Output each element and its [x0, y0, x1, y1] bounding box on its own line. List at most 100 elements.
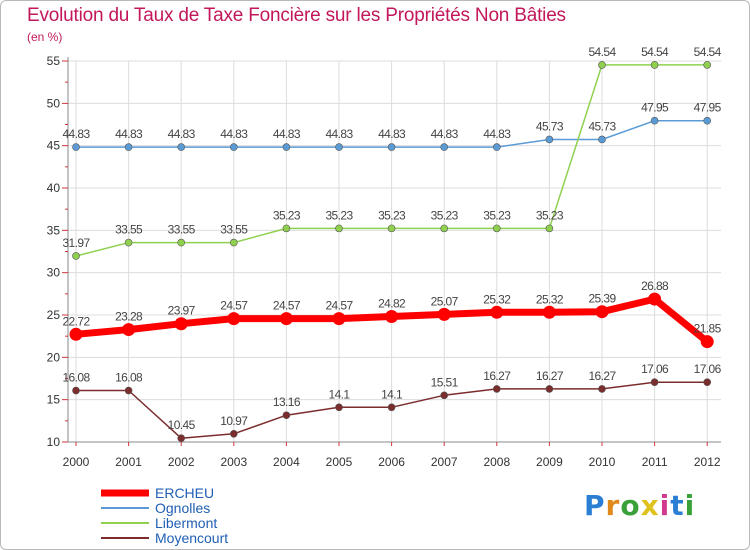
data-point-ercheu	[332, 312, 346, 326]
y-tick-label: 45	[47, 139, 61, 153]
y-tick-label: 10	[47, 435, 61, 449]
data-label-moyencourt: 15.51	[431, 375, 459, 389]
data-point-ognolles	[230, 143, 238, 151]
x-tick-label: 2001	[115, 455, 142, 469]
x-tick-label: 2007	[431, 455, 458, 469]
data-label-ercheu: 22.72	[62, 314, 90, 328]
x-tick-label: 2008	[483, 455, 510, 469]
logo-letter: i	[684, 489, 696, 522]
data-point-libermont	[703, 61, 712, 69]
logo-letter: o	[620, 489, 641, 522]
logo-letter: P	[584, 489, 606, 522]
x-tick-label: 2000	[63, 455, 90, 469]
data-label-moyencourt: 16.08	[115, 371, 143, 385]
data-label-ercheu: 21.85	[694, 322, 722, 336]
data-label-ercheu: 24.82	[378, 297, 406, 311]
x-tick-label: 2010	[589, 455, 616, 469]
data-point-ognolles	[387, 143, 396, 151]
data-point-libermont	[177, 238, 185, 247]
legend-label-ercheu: ERCHEU	[155, 485, 214, 501]
y-tick-label: 25	[47, 308, 61, 322]
data-point-ognolles	[335, 143, 343, 151]
data-point-libermont	[282, 224, 291, 233]
data-point-libermont	[335, 224, 343, 233]
logo-letter: x	[640, 489, 660, 522]
data-point-libermont	[545, 224, 554, 233]
x-tick-label: 2004	[273, 455, 300, 469]
data-point-ercheu	[595, 305, 609, 319]
data-point-moyencourt	[545, 385, 554, 393]
data-label-libermont: 35.23	[483, 208, 511, 222]
x-tick-label: 2011	[642, 455, 668, 469]
data-label-ognolles: 44.83	[62, 127, 90, 141]
data-label-libermont: 33.55	[220, 223, 248, 237]
data-point-libermont	[440, 224, 449, 233]
data-label-libermont: 33.55	[168, 223, 196, 237]
data-point-libermont	[124, 238, 133, 247]
data-label-moyencourt: 10.45	[168, 418, 196, 432]
data-point-libermont	[492, 224, 501, 233]
data-label-ognolles: 44.83	[273, 127, 301, 141]
y-tick-label: 40	[47, 181, 61, 195]
data-point-moyencourt	[177, 434, 185, 442]
data-label-ercheu: 23.97	[168, 304, 196, 318]
x-tick-label: 2003	[220, 455, 247, 469]
y-tick-label: 35	[47, 223, 61, 237]
data-point-moyencourt	[124, 386, 133, 395]
data-label-ognolles: 47.95	[641, 101, 669, 115]
data-label-ercheu: 24.57	[325, 299, 353, 313]
data-point-ercheu	[700, 335, 714, 349]
data-label-ognolles: 44.83	[115, 127, 143, 141]
logo-letter: t	[670, 489, 685, 522]
data-point-ognolles	[492, 143, 501, 151]
data-label-moyencourt: 16.27	[588, 369, 616, 383]
data-point-ercheu	[122, 323, 136, 337]
data-point-moyencourt	[282, 411, 291, 420]
data-point-ercheu	[648, 292, 662, 306]
data-label-moyencourt: 16.08	[62, 371, 90, 385]
data-point-ognolles	[545, 135, 554, 144]
data-point-ognolles	[440, 143, 449, 151]
data-label-libermont: 35.23	[431, 208, 459, 222]
data-point-ognolles	[72, 143, 80, 151]
data-point-ercheu	[437, 307, 451, 321]
data-label-moyencourt: 17.06	[694, 362, 722, 376]
data-point-libermont	[230, 238, 238, 247]
data-point-ercheu	[69, 327, 83, 341]
data-point-ercheu	[227, 312, 241, 326]
data-label-moyencourt: 14.1	[381, 387, 403, 401]
data-point-libermont	[72, 252, 80, 260]
data-label-ercheu: 23.28	[115, 310, 143, 324]
data-label-ognolles: 44.83	[483, 127, 511, 141]
data-label-ognolles: 45.73	[588, 119, 616, 133]
proxiti-logo: Proxiti	[584, 489, 695, 522]
x-tick-label: 2012	[694, 455, 721, 469]
x-tick-label: 2002	[168, 455, 195, 469]
data-label-libermont: 31.97	[62, 236, 90, 250]
data-label-ognolles: 45.73	[536, 119, 564, 133]
data-point-moyencourt	[492, 385, 501, 393]
data-point-moyencourt	[703, 378, 712, 387]
data-label-ognolles: 44.83	[168, 127, 196, 141]
y-tick-label: 15	[47, 393, 61, 407]
data-point-ercheu	[279, 312, 293, 326]
data-point-libermont	[650, 61, 659, 69]
data-point-ercheu	[490, 305, 504, 319]
data-label-ercheu: 26.88	[641, 279, 669, 293]
data-label-ercheu: 25.32	[536, 292, 564, 306]
data-point-ercheu	[174, 317, 188, 331]
data-label-ercheu: 25.39	[588, 292, 616, 306]
data-label-moyencourt: 16.27	[483, 369, 511, 383]
data-point-moyencourt	[650, 378, 659, 387]
y-tick-label: 20	[47, 350, 61, 364]
data-point-ercheu	[385, 310, 399, 324]
data-label-ercheu: 25.07	[431, 294, 459, 308]
data-label-libermont: 54.54	[641, 45, 669, 59]
legend-label-ognolles: Ognolles	[155, 500, 210, 516]
data-point-ognolles	[124, 143, 133, 151]
data-label-ognolles: 44.83	[431, 127, 459, 141]
data-label-ercheu: 24.57	[220, 299, 248, 313]
data-point-moyencourt	[230, 429, 238, 438]
